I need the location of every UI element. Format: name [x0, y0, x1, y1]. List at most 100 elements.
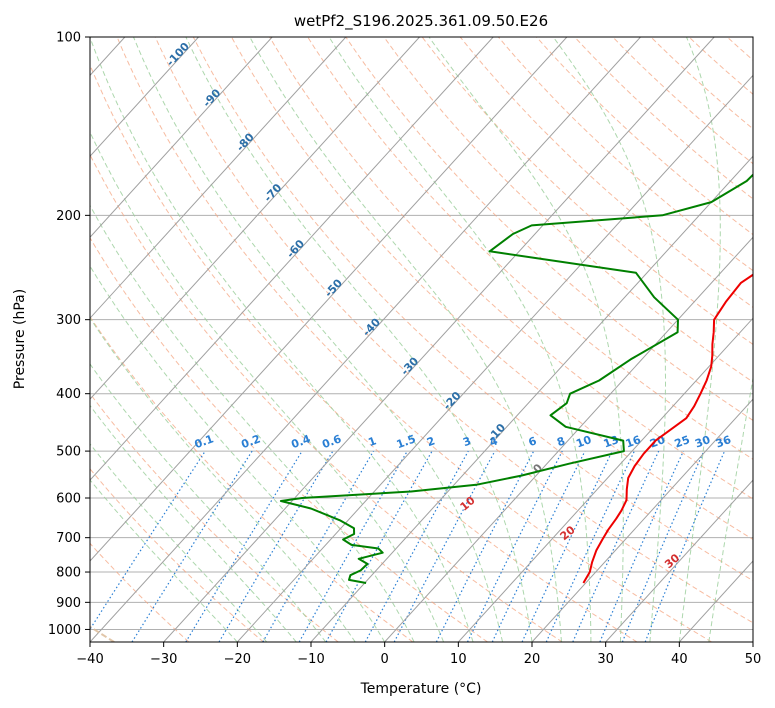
mixing-ratio-label: 0.2 [240, 432, 263, 451]
y-tick-label: 900 [56, 596, 81, 611]
mixing-ratio-label: 30 [693, 433, 712, 451]
x-tick-label: 30 [597, 652, 614, 667]
dry-adiabat-line [536, 37, 753, 236]
dry-adiabat-line [90, 392, 339, 642]
mixing-ratio-line [90, 450, 206, 631]
moist-adiabat-line [552, 37, 666, 642]
moist-adiabat-line [90, 130, 445, 642]
isotherm-line [90, 37, 199, 158]
moist-adiabat-line [185, 37, 533, 642]
x-tick-label: −20 [224, 652, 251, 667]
moist-adiabat-line [90, 404, 297, 642]
moist-adiabat-line [708, 375, 753, 642]
plot-frame [89, 36, 754, 643]
mixing-ratio-label: 36 [714, 433, 733, 451]
dewpoint-profile-line [279, 173, 753, 584]
isotherm-line [90, 37, 420, 400]
x-tick-label: 10 [450, 652, 467, 667]
mixing-ratio-line [262, 450, 375, 642]
x-axis-label: Temperature (°C) [360, 681, 482, 697]
dry-adiabats [90, 37, 753, 642]
y-tick-label: 500 [56, 445, 81, 460]
y-tick-label: 300 [56, 313, 81, 328]
y-tick-label: 400 [56, 387, 81, 402]
dry-adiabat-line [116, 37, 712, 642]
y-tick-label: 600 [56, 492, 81, 507]
dry-adiabat-line [459, 37, 753, 308]
dry-adiabat-line [269, 37, 753, 500]
moist-adiabats [90, 37, 753, 642]
mixing-ratio-label: 0.6 [320, 432, 343, 451]
isotherm-line [90, 37, 273, 238]
dry-adiabat-line [90, 468, 264, 642]
moist-adiabat-line [90, 317, 356, 642]
isotherm-line [457, 317, 753, 642]
dry-adiabat-line [612, 37, 753, 165]
chart-title: wetPf2_S196.2025.361.09.50.E26 [294, 12, 548, 31]
isotherm-line [310, 155, 753, 642]
mixing-ratio-label: 4 [488, 434, 500, 449]
mixing-ratio-line [466, 450, 563, 642]
mixing-ratio-line [491, 450, 586, 642]
isotherm-line [90, 37, 494, 481]
mixing-ratio-label: 25 [673, 433, 692, 450]
dry-adiabat-line [421, 37, 753, 345]
mixing-ratio-label: 1 [367, 434, 379, 449]
y-tick-label: 800 [56, 566, 81, 581]
moist-adiabat-line [678, 37, 721, 642]
moist-adiabat-line [90, 204, 415, 642]
mixing-ratio-label: 0.1 [193, 432, 216, 451]
mixing-ratio-line [545, 450, 635, 642]
mixing-ratio-line [218, 450, 334, 642]
x-axis-ticks: −40 −30 −20 −10 0 10 20 30 40 50 [76, 642, 761, 667]
dry-adiabat-line [90, 236, 488, 642]
mixing-ratio-label: 2 [425, 434, 437, 449]
x-tick-label: −10 [297, 652, 324, 667]
isotherm-line [605, 479, 753, 642]
mixing-ratio-line [298, 450, 408, 642]
isotherm-line [236, 74, 753, 642]
mixing-ratio-label: 0.4 [290, 432, 313, 451]
mixing-ratio-label: 20 [648, 433, 667, 451]
isotherm-line [90, 37, 568, 562]
profile-lines [279, 173, 753, 584]
moist-adiabat-line [90, 265, 386, 642]
mixing-ratio-label: 3 [461, 434, 473, 449]
moist-adiabat-line [90, 443, 268, 642]
y-axis-label: Pressure (hPa) [12, 289, 28, 389]
mixing-ratio-line [644, 450, 726, 642]
isotherm-line [531, 398, 753, 642]
isotherms [90, 37, 753, 642]
dry-adiabat-line [90, 63, 638, 642]
isotherm-line [384, 236, 753, 642]
mixing-ratio-lines [90, 450, 726, 642]
y-tick-label: 700 [56, 531, 81, 546]
temperature-profile-line [582, 273, 753, 584]
x-tick-label: 20 [524, 652, 541, 667]
mixing-ratio-label: 8 [555, 434, 567, 449]
dry-adiabat-line [154, 37, 753, 624]
moist-adiabat-line [90, 479, 238, 642]
mixing-ratio-line [325, 450, 433, 642]
mixing-ratio-line [621, 450, 705, 642]
mixing-ratio-line [599, 450, 684, 642]
mixing-ratio-line [364, 450, 469, 642]
dry-adiabat-line [90, 153, 563, 642]
mixing-ratio-label: 10 [574, 433, 593, 451]
dry-adiabat-line [345, 37, 753, 421]
moist-adiabat-line [328, 37, 592, 642]
x-tick-label: 50 [745, 652, 762, 667]
x-tick-label: 40 [671, 652, 688, 667]
dry-adiabat-line [90, 316, 414, 642]
x-tick-label: −30 [150, 652, 177, 667]
isotherm-line [163, 37, 715, 642]
moist-adiabat-line [133, 37, 503, 642]
moist-adiabat-line [249, 37, 562, 642]
x-tick-label: 0 [381, 652, 389, 667]
moist-adiabat-line [428, 37, 624, 642]
y-axis-ticks: 100 200 300 400 500 600 700 800 900 1000 [48, 31, 90, 638]
dry-adiabat-line [192, 37, 753, 582]
mixing-ratio-line [572, 450, 660, 642]
isotherm-line [90, 37, 347, 319]
